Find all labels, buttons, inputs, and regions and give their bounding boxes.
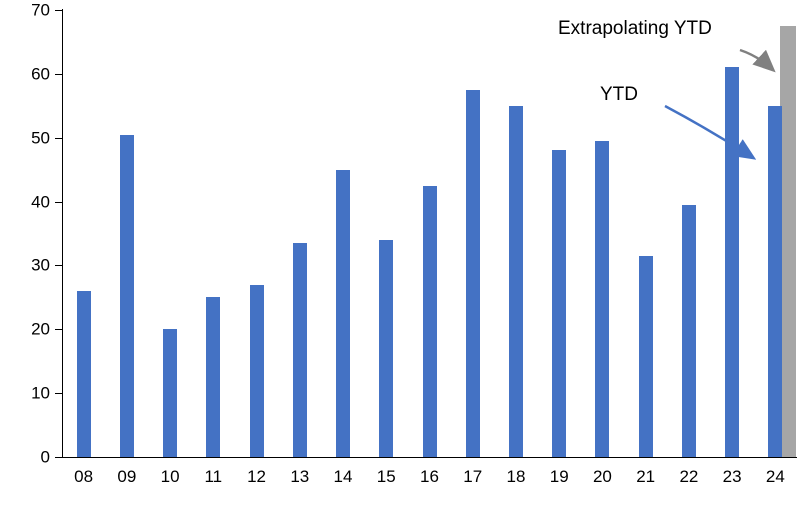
x-axis-label-11: 11 xyxy=(204,467,223,486)
y-tick-60 xyxy=(55,73,62,75)
bar-13 xyxy=(292,243,307,457)
bar-11 xyxy=(206,297,221,457)
bar-09 xyxy=(119,134,134,457)
extrapolating-ytd-annotation: Extrapolating YTD xyxy=(558,18,712,39)
x-axis-label-21: 21 xyxy=(636,467,656,486)
x-axis-label-14: 14 xyxy=(333,467,353,486)
bar-20 xyxy=(595,140,610,457)
x-axis-label-13: 13 xyxy=(290,467,310,486)
y-tick-10 xyxy=(55,393,62,395)
bar-12 xyxy=(249,284,264,457)
bar-10 xyxy=(163,329,178,457)
y-axis-label-30: 30 xyxy=(31,255,50,275)
y-axis-line xyxy=(62,9,63,458)
y-axis-label-0: 0 xyxy=(40,447,50,467)
x-axis-label-24: 24 xyxy=(765,467,785,486)
bar-18 xyxy=(508,105,523,457)
bar-15 xyxy=(379,239,394,457)
bar-19 xyxy=(552,150,567,457)
bar-22 xyxy=(681,204,696,457)
x-axis-label-08: 08 xyxy=(74,467,94,486)
x-axis-label-22: 22 xyxy=(679,467,699,486)
x-axis-label-09: 09 xyxy=(117,467,137,486)
y-tick-70 xyxy=(55,10,62,11)
x-axis-line xyxy=(62,457,797,458)
bar-24 xyxy=(768,105,783,457)
bar-16 xyxy=(422,185,437,457)
x-axis-label-12: 12 xyxy=(247,467,266,486)
y-tick-40 xyxy=(55,201,62,203)
bar-14 xyxy=(336,169,351,457)
bar-21 xyxy=(638,255,653,457)
x-axis-label-23: 23 xyxy=(722,467,742,486)
bar-extrapolating-24 xyxy=(780,25,797,457)
x-axis-label-16: 16 xyxy=(420,467,439,486)
x-axis-label-20: 20 xyxy=(592,467,612,486)
ytd-annotation: YTD xyxy=(600,84,638,105)
x-axis-label-17: 17 xyxy=(463,467,483,486)
bar-23 xyxy=(725,67,740,457)
x-axis-label-15: 15 xyxy=(376,467,396,486)
y-tick-30 xyxy=(55,265,62,267)
y-tick-20 xyxy=(55,329,62,331)
x-axis-label-19: 19 xyxy=(549,467,569,486)
x-axis-label-10: 10 xyxy=(160,467,180,486)
x-axis-label-18: 18 xyxy=(506,467,526,486)
y-tick-0 xyxy=(55,457,62,458)
y-axis-label-20: 20 xyxy=(31,319,50,339)
y-axis-label-40: 40 xyxy=(31,192,50,212)
bar-08 xyxy=(76,290,91,457)
y-tick-50 xyxy=(55,137,62,139)
y-axis-label-60: 60 xyxy=(31,64,50,84)
bar-17 xyxy=(465,89,480,457)
y-axis-label-70: 70 xyxy=(31,0,50,20)
y-axis-label-10: 10 xyxy=(31,383,50,403)
y-axis-label-50: 50 xyxy=(31,128,50,148)
